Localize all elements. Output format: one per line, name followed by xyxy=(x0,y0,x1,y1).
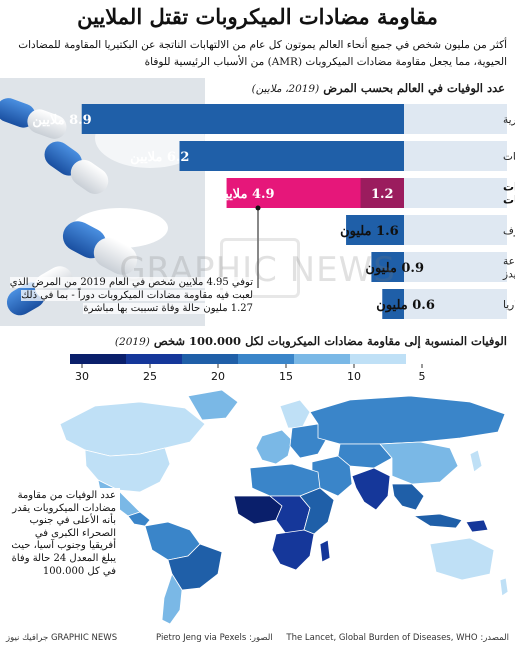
map-region-usa xyxy=(84,447,171,493)
legend-tick-label: 20 xyxy=(211,370,225,382)
bar-heading-background xyxy=(205,78,507,100)
legend-swatch xyxy=(350,354,406,364)
bar-label-bg xyxy=(404,215,507,245)
bar-category-label: أمراض القلب الإقفارية xyxy=(503,112,515,126)
legend-swatch xyxy=(126,354,182,364)
amr-direct-label: 1.2 xyxy=(371,187,394,202)
bar xyxy=(346,215,404,245)
bar-category-label: فيروس نقص المناعة xyxy=(503,256,515,268)
map-unit: (2019) xyxy=(114,336,150,348)
map-region-china xyxy=(379,441,459,485)
footer-photo-credit: الصور: Pietro Jeng via Pexels xyxy=(156,633,273,643)
legend-tick-label: 30 xyxy=(75,370,89,382)
bar-category-label: البشرية / الإيدز xyxy=(502,269,515,281)
map-region-japan xyxy=(469,449,483,473)
bar-category-label: الخرف xyxy=(503,225,515,237)
bar-category-label: مقاومة مضادات xyxy=(503,181,515,194)
page-subtitle: أكثر من مليون شخص في جميع أنحاء العالم ي… xyxy=(18,39,507,68)
legend-swatch xyxy=(238,354,294,364)
bar-category-label: الميكروبات xyxy=(503,194,515,207)
page-title: مقاومة مضادات الميكروبات تقتل الملايين xyxy=(77,4,438,29)
map-region-southeast-asia xyxy=(391,483,425,511)
map-region-southern-africa xyxy=(271,529,315,571)
map-region-south-america-south xyxy=(161,573,183,625)
bar xyxy=(382,289,404,319)
bar-amr-direct xyxy=(360,178,404,208)
map-title: الوفيات المنسوبة إلى مقاومة مضادات الميك… xyxy=(153,334,507,348)
map-region-australia xyxy=(429,537,495,581)
legend-swatch xyxy=(294,354,350,364)
bar-category-label: الملاريا xyxy=(503,299,515,311)
legend-tick-label: 10 xyxy=(347,370,361,382)
map-region-scandinavia xyxy=(279,399,311,429)
bar-label-bg xyxy=(404,141,507,171)
bar-chart-section: عدد الوفيات في العالم بحسب المرض (2019، … xyxy=(0,76,515,328)
footer: المصدر: The Lancet, Global Burden of Dis… xyxy=(6,633,509,647)
map-legend: 30 25 20 15 10 5 xyxy=(70,354,426,382)
map-region-central-america xyxy=(127,511,151,527)
bar-chart-unit: (2019، ملايين) xyxy=(251,83,320,95)
amr-annotation: توفي 4.95 ملايين شخص في العام 2019 من ال… xyxy=(9,277,253,314)
map-region-greenland xyxy=(187,389,239,421)
bar xyxy=(179,141,404,171)
bar-value-label: 6.2 ملايين xyxy=(130,150,189,165)
map-region-png xyxy=(465,519,489,533)
bar-value-label: 8.9 ملايين xyxy=(32,113,91,128)
map-region-russia xyxy=(309,395,506,445)
bar xyxy=(371,252,404,282)
legend-tick-label: 15 xyxy=(279,370,293,382)
legend-swatch xyxy=(182,354,238,364)
bar-chart-title: عدد الوفيات في العالم بحسب المرض xyxy=(323,81,505,95)
bar-value-label: 0.9 مليون xyxy=(365,261,424,276)
map-note: عدد الوفيات من مقاومة مضادات الميكروبات … xyxy=(4,488,120,581)
map-region-canada xyxy=(59,401,206,457)
map-region-europe-west xyxy=(255,429,293,465)
map-region-indonesia xyxy=(412,513,463,529)
legend-tick-label: 5 xyxy=(419,370,426,382)
bar-value-label: 1.6 مليون xyxy=(340,224,399,239)
map-heading: الوفيات المنسوبة إلى مقاومة مضادات الميك… xyxy=(7,334,507,348)
footer-agency-credit: GRAPHIC NEWS جرافيك نيوز xyxy=(6,633,118,643)
bar-chart-heading: عدد الوفيات في العالم بحسب المرض (2019، … xyxy=(205,81,505,95)
bar-label-bg xyxy=(404,104,507,134)
bar-label-bg xyxy=(404,289,507,319)
bar-value-label: 4.9 ملايين xyxy=(215,187,274,202)
bar-label-bg xyxy=(404,252,507,282)
legend-tick-label: 25 xyxy=(143,370,157,382)
bar-label-bg xyxy=(404,178,507,208)
footer-source: المصدر: The Lancet, Global Burden of Dis… xyxy=(286,633,509,643)
map-region-south-asia xyxy=(351,467,391,511)
bar-chart-svg: 8.9 ملايين أمراض القلب الإقفارية 6.2 ملايي… xyxy=(32,104,515,319)
map-region-madagascar xyxy=(319,539,331,563)
map-region-new-zealand xyxy=(499,577,509,597)
legend-swatch xyxy=(70,354,126,364)
watermark-logo xyxy=(220,238,300,298)
annotation-pointer-dot xyxy=(255,205,261,211)
map-region-east-africa xyxy=(299,487,335,535)
bar xyxy=(81,104,404,134)
bar-category-label: الجلطات xyxy=(503,151,515,163)
bar-value-label: 0.6 مليون xyxy=(376,298,435,313)
